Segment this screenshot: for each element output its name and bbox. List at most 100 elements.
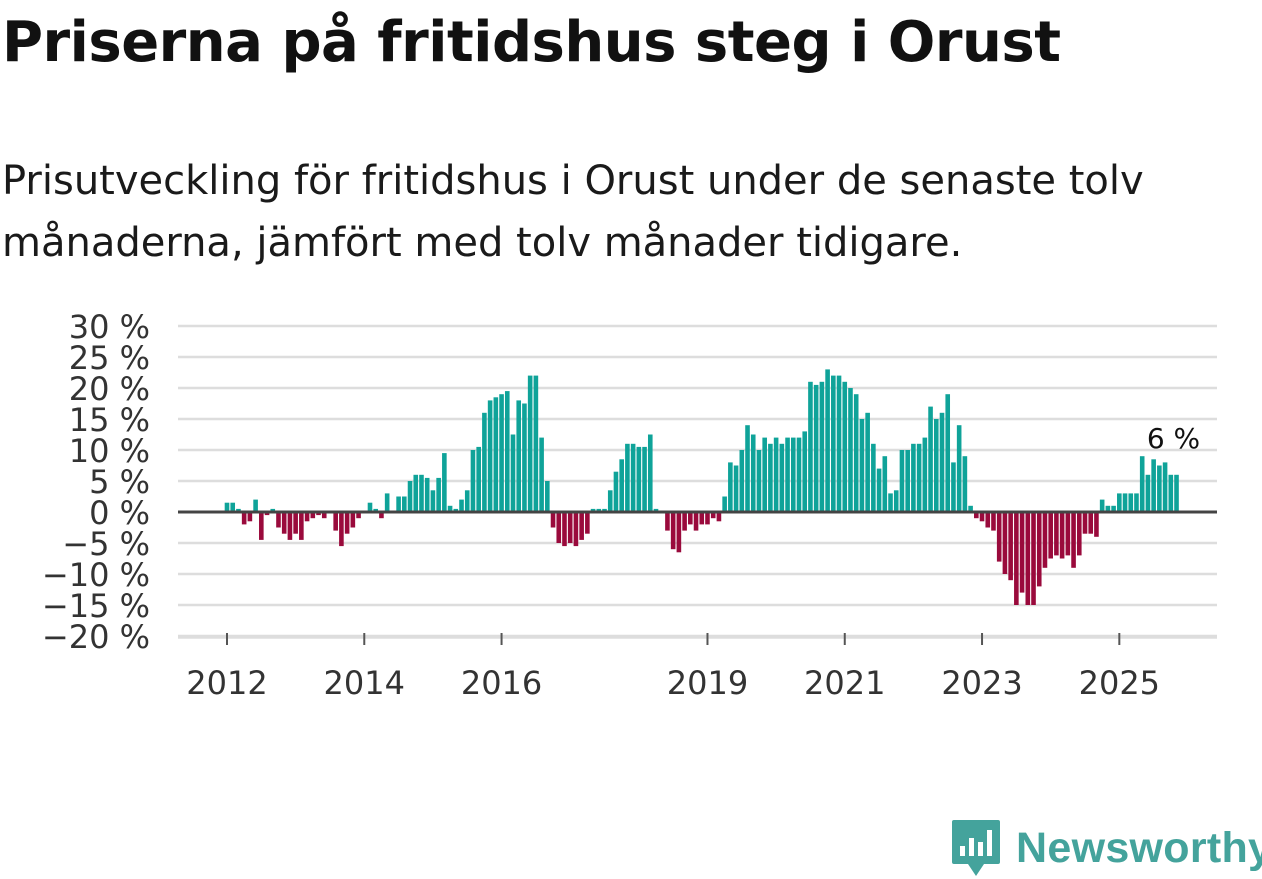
bar: [905, 450, 910, 512]
bar: [430, 490, 436, 512]
bar: [487, 400, 493, 512]
bar: [916, 443, 922, 512]
bar: [962, 456, 968, 512]
y-tick-label: 10 %: [69, 432, 150, 470]
bar: [1088, 512, 1094, 534]
bar: [642, 446, 647, 512]
bar: [842, 381, 848, 512]
bar: [951, 462, 956, 512]
bar: [1145, 474, 1151, 512]
y-tick-label: −10 %: [42, 556, 150, 594]
x-axis: 2012 2014 2016 2019 2021 2023 2025: [186, 633, 1160, 700]
bar: [750, 434, 756, 512]
bar: [922, 437, 928, 512]
bar: [1168, 474, 1174, 512]
bar: [567, 512, 573, 543]
y-tick-label: −5 %: [62, 525, 150, 563]
bar: [459, 499, 464, 512]
bar: [539, 437, 544, 512]
bar: [876, 468, 882, 512]
bar: [533, 375, 539, 512]
bar: [676, 512, 682, 553]
bar: [665, 512, 670, 531]
bar: [424, 477, 430, 512]
bar: [705, 512, 710, 525]
bar: [499, 394, 504, 512]
bar: [344, 512, 350, 534]
bar: [722, 496, 727, 512]
bar: [356, 512, 361, 519]
bar: [773, 437, 779, 512]
bar: [819, 381, 825, 512]
bar: [402, 496, 407, 512]
bar: [945, 394, 951, 512]
y-tick-label: −20 %: [42, 618, 150, 656]
bar: [1099, 499, 1105, 512]
bar: [522, 403, 527, 512]
y-tick-label: 15 %: [69, 401, 150, 439]
bar: [321, 512, 327, 519]
bar: [888, 493, 893, 512]
bar: [396, 496, 401, 512]
bar: [562, 512, 567, 547]
bar: [236, 508, 241, 512]
bar: [447, 505, 453, 512]
bar: [853, 394, 859, 512]
bar: [682, 512, 687, 531]
bar: [1094, 512, 1099, 537]
bar: [1036, 512, 1042, 587]
annotations: 6 %: [1147, 422, 1200, 455]
bar: [831, 375, 836, 512]
bar: [979, 512, 985, 522]
bar: [442, 453, 447, 512]
bar: [350, 512, 356, 528]
bar: [299, 512, 304, 540]
bar: [304, 512, 310, 522]
bar: [991, 512, 996, 531]
bar: [413, 474, 419, 512]
x-tick-label: 2023: [941, 664, 1022, 700]
bar: [339, 512, 344, 547]
bar: [688, 512, 693, 525]
bar: [464, 490, 470, 512]
bar: [1151, 459, 1156, 512]
bar: [625, 443, 630, 512]
bar: [516, 400, 522, 512]
bar: [836, 375, 842, 512]
y-tick-label: 25 %: [69, 339, 150, 377]
bar: [619, 459, 624, 512]
y-tick-label: 5 %: [89, 463, 150, 501]
bar: [1117, 493, 1122, 512]
bar: [1031, 512, 1036, 605]
bar: [939, 412, 945, 512]
bar: [573, 512, 579, 547]
bar: [893, 490, 899, 512]
bar: [373, 508, 379, 512]
x-tick-label: 2012: [186, 664, 267, 700]
bar: [1048, 512, 1053, 559]
bar: [602, 508, 607, 512]
bar: [670, 512, 676, 550]
bar: [1008, 512, 1013, 581]
bar: [1019, 512, 1025, 593]
bar: [1157, 465, 1162, 512]
bar: [790, 437, 796, 512]
bar: [545, 481, 550, 512]
bar: [247, 512, 253, 522]
bar: [276, 512, 281, 528]
bar: [550, 512, 556, 528]
bar: [1071, 512, 1076, 568]
bar: [493, 397, 499, 512]
x-tick-label: 2014: [324, 664, 405, 700]
bar: [693, 512, 699, 531]
bar: [287, 512, 293, 540]
bar: [762, 437, 767, 512]
bar: [733, 465, 739, 512]
bar: [1122, 493, 1128, 512]
bar: [716, 512, 722, 522]
bar: [882, 456, 888, 512]
bar: [974, 512, 979, 519]
y-tick-label: 0 %: [89, 494, 150, 532]
bar: [590, 508, 596, 512]
y-tick-label: −15 %: [42, 587, 150, 625]
